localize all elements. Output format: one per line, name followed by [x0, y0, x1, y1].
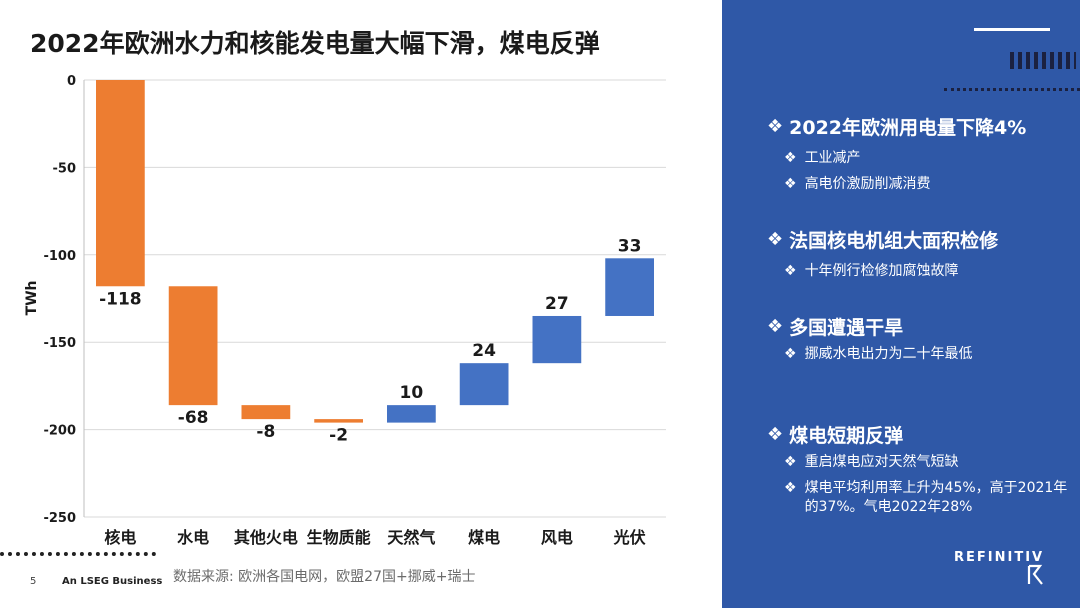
- decorative-dots: [944, 88, 1080, 91]
- data-label: -68: [178, 408, 209, 428]
- sub-point: ❖ 重启煤电应对天然气短缺: [784, 453, 1074, 472]
- data-label: 24: [472, 341, 496, 361]
- category-label: 天然气: [387, 528, 435, 547]
- bar-7: [532, 315, 582, 364]
- data-labels: -118 -68 -8 -2 10 24 27 33: [99, 236, 641, 445]
- point-4: ❖ 煤电短期反弹: [767, 421, 903, 448]
- bar-4: [314, 419, 363, 423]
- diamond-bullet-icon: ❖: [784, 454, 797, 470]
- point-1: ❖ 2022年欧洲用电量下降4%: [767, 113, 1026, 140]
- y-tick-label: -200: [43, 424, 76, 439]
- bar-8: [605, 258, 654, 316]
- bars: [96, 80, 654, 423]
- point-label: 煤电短期反弹: [789, 425, 904, 447]
- diamond-bullet-icon: ❖: [767, 229, 784, 250]
- sub-point: ❖ 煤电平均利用率上升为45%，高于2021年的37%。气电2022年28%: [784, 479, 1074, 517]
- refinitiv-logo-mark-icon: [1027, 564, 1043, 585]
- sub-point: ❖ 高电价激励削减消费: [784, 175, 1074, 194]
- diamond-bullet-icon: ❖: [767, 316, 784, 337]
- page-number: 5: [30, 576, 37, 587]
- bar-2: [168, 286, 218, 406]
- bar-1: [96, 80, 145, 287]
- y-tick-label: -50: [53, 161, 77, 176]
- y-tick-label: 0: [67, 74, 76, 89]
- page-title: 2022年欧洲水力和核能发电量大幅下滑，煤电反弹: [30, 29, 600, 58]
- category-label: 光伏: [613, 528, 646, 547]
- sub-point-label: 十年例行检修加腐蚀故障: [804, 263, 959, 279]
- sub-point: ❖ 十年例行检修加腐蚀故障: [784, 262, 1074, 281]
- footer-brand: An LSEG Business: [62, 576, 163, 587]
- data-label: -2: [329, 426, 348, 446]
- category-label: 风电: [541, 528, 573, 547]
- category-label: 煤电: [468, 528, 500, 547]
- data-label: -118: [99, 289, 142, 309]
- y-tick-label: -250: [43, 511, 76, 526]
- y-tick-label: -100: [43, 249, 76, 264]
- bar-5: [387, 405, 436, 423]
- point-2: ❖ 法国核电机组大面积检修: [767, 226, 998, 253]
- sub-point-label: 煤电平均利用率上升为45%，高于2021年的37%。气电2022年28%: [804, 480, 1068, 515]
- data-label: -8: [256, 422, 275, 442]
- point-3: ❖ 多国遭遇干旱: [767, 313, 903, 340]
- sub-point: ❖ 挪威水电出力为二十年最低: [784, 345, 1074, 364]
- bar-3: [241, 405, 291, 420]
- data-label: 10: [400, 383, 424, 403]
- point-label: 多国遭遇干旱: [789, 317, 904, 339]
- sub-point-label: 重启煤电应对天然气短缺: [804, 454, 959, 470]
- refinitiv-logo: REFINITIV: [954, 550, 1045, 565]
- waterfall-chart: 0 -50 -100 -150 -200 -250 -118 -68 -8 -2 10 24 27 33…: [24, 74, 666, 547]
- x-axis-labels: 核电 水电 其他火电 生物质能 天然气 煤电 风电 光伏: [104, 528, 645, 547]
- sub-point-label: 挪威水电出力为二十年最低: [804, 346, 973, 362]
- category-label: 水电: [177, 528, 209, 547]
- sub-point: ❖ 工业减产: [784, 149, 1074, 168]
- diamond-bullet-icon: ❖: [767, 116, 784, 137]
- point-label: 法国核电机组大面积检修: [789, 230, 999, 252]
- diamond-bullet-icon: ❖: [784, 263, 797, 279]
- y-tick-label: -150: [43, 336, 76, 351]
- diamond-bullet-icon: ❖: [784, 346, 797, 362]
- diamond-bullet-icon: ❖: [767, 424, 784, 445]
- side-panel: ❖ 2022年欧洲用电量下降4% ❖ 工业减产 ❖ 高电价激励削减消费 ❖ 法国…: [722, 0, 1080, 608]
- sub-point-label: 高电价激励削减消费: [804, 176, 931, 192]
- data-label: 33: [618, 236, 642, 256]
- category-label: 其他火电: [234, 528, 298, 547]
- decorative-line: [974, 28, 1050, 31]
- y-axis: 0 -50 -100 -150 -200 -250: [43, 74, 85, 526]
- category-label: 生物质能: [307, 528, 371, 547]
- y-axis-label: TWh: [24, 281, 40, 316]
- bar-6: [459, 363, 509, 406]
- decorative-dots: [0, 552, 156, 556]
- data-source: 数据来源: 欧洲各国电网，欧盟27国+挪威+瑞士: [173, 569, 476, 585]
- diamond-bullet-icon: ❖: [784, 150, 797, 166]
- point-label: 2022年欧洲用电量下降4%: [789, 117, 1027, 139]
- diamond-bullet-icon: ❖: [784, 480, 797, 496]
- data-label: 27: [545, 294, 569, 314]
- category-label: 核电: [104, 528, 136, 547]
- sub-point-label: 工业减产: [804, 150, 861, 166]
- diamond-bullet-icon: ❖: [784, 176, 797, 192]
- decorative-bars: [1010, 52, 1076, 69]
